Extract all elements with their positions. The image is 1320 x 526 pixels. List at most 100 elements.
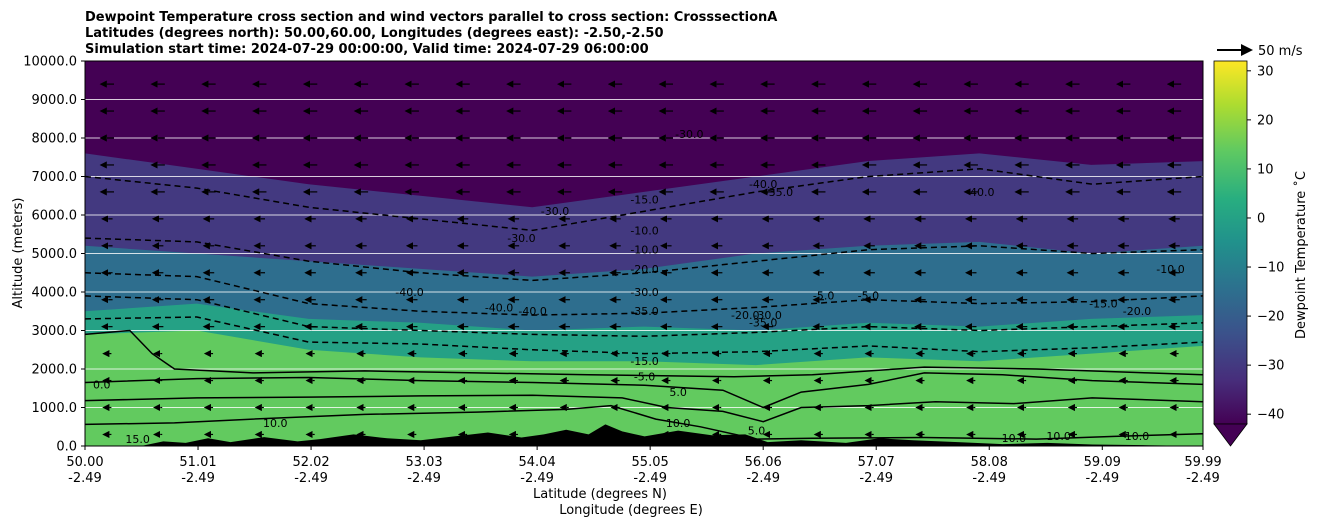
y-tick-label: 8000.0 (32, 132, 78, 147)
x-tick-label-longitude: -2.49 (407, 471, 441, 486)
x-tick-label-latitude: 54.04 (519, 455, 556, 470)
contour-label: 10.0 (666, 417, 691, 430)
contour-label: 5.0 (669, 386, 687, 399)
contour-label: -30.0 (753, 309, 781, 322)
contour-label: -35.0 (630, 305, 658, 318)
chart-title-line-2: Latitudes (degrees north): 50.00,60.00, … (85, 26, 664, 41)
x-tick-label-longitude: -2.49 (746, 471, 780, 486)
contour-label: -5.0 (634, 371, 655, 384)
contour-dashed (85, 237, 1203, 282)
y-tick-label: 0.0 (56, 440, 77, 455)
colorbar-label: Dewpoint Temperature ˚C (1293, 171, 1309, 339)
x-tick-label-latitude: 58.08 (971, 455, 1008, 470)
contour-dashed (85, 168, 1203, 232)
x-axis-label-longitude: Longitude (degrees E) (559, 503, 703, 518)
contour-label: 10.0 (1046, 430, 1071, 443)
contour-label: -15.0 (630, 193, 658, 206)
contour-label: 10.0 (1002, 432, 1027, 445)
contour-label: -30.0 (507, 232, 535, 245)
contour-label: -5.0 (813, 290, 834, 303)
x-tick-label-longitude: -2.49 (520, 471, 554, 486)
x-tick-label-latitude: 51.01 (179, 455, 216, 470)
contour-label: -5.0 (858, 290, 879, 303)
contour-label: -40.0 (485, 301, 513, 314)
contour-label: -20.0 (1123, 305, 1151, 318)
y-tick-label: 6000.0 (32, 209, 78, 224)
quiver-key: 50 m/s (1217, 44, 1303, 59)
colorbar-tick-label: 20 (1257, 113, 1274, 128)
colorbar-tick-label: 0 (1257, 211, 1265, 226)
colorbar-tick-label: −20 (1257, 310, 1284, 325)
y-tick-label: 1000.0 (32, 401, 78, 416)
colorbar-ticks: −40 −30 −20 −10 0 10 20 30 (1247, 64, 1284, 423)
y-tick-label: 7000.0 (32, 170, 78, 185)
colorbar-tick-label: −40 (1257, 408, 1284, 423)
contour-label: -40.0 (395, 286, 423, 299)
x-tick-label-latitude: 59.09 (1084, 455, 1121, 470)
contour-labels: 15.0 10.0 0.0 5.0 10.0 5.0 10.0 10.0 10.0 -5.0 -15… (93, 128, 1185, 446)
colorbar-extend-triangle (1213, 423, 1248, 447)
terrain-profile (85, 424, 1203, 446)
dewpoint-layer (85, 330, 1203, 446)
chart-title-line-1: Dewpoint Temperature cross section and w… (85, 10, 777, 25)
y-tick-label: 2000.0 (32, 363, 78, 378)
contour-label: -20.0 (630, 263, 658, 276)
colorbar-tick-label: −30 (1257, 359, 1284, 374)
contour-label: -40.0 (966, 186, 994, 199)
contour-solid (85, 404, 1203, 440)
x-tick-label-longitude: -2.49 (294, 471, 328, 486)
contour-label: -10.0 (630, 244, 658, 257)
contour-label: -10.0 (630, 224, 658, 237)
plot-area: 15.0 10.0 0.0 5.0 10.0 5.0 10.0 10.0 10.0 -5.0 -15… (85, 61, 1203, 446)
contour-label: -20.0 (731, 309, 759, 322)
contour-label: -15.0 (630, 355, 658, 368)
x-tick-label-latitude: 59.99 (1184, 455, 1221, 470)
contour-label: -35.0 (765, 186, 793, 199)
y-tick-label: 10000.0 (23, 55, 77, 70)
chart-title-line-3: Simulation start time: 2024-07-29 00:00:… (85, 42, 649, 57)
contour-solid (85, 394, 1203, 423)
contour-label: -40.0 (749, 178, 777, 191)
contour-label: -15.0 (1089, 297, 1117, 310)
contour-label: -10.0 (1156, 263, 1184, 276)
contour-label: -30.0 (541, 205, 569, 218)
colorbar-tick-label: 10 (1257, 162, 1274, 177)
x-tick-label-latitude: 52.02 (292, 455, 329, 470)
x-tick-label-latitude: 50.00 (66, 455, 103, 470)
contour-dashed (85, 295, 1203, 338)
x-axis-ticks: 50.00-2.4951.01-2.4952.02-2.4953.03-2.49… (66, 446, 1222, 486)
x-tick-label-longitude: -2.49 (181, 471, 215, 486)
y-tick-label: 9000.0 (32, 93, 78, 108)
contour-solid (85, 372, 1203, 409)
contour-label: 10.0 (263, 417, 288, 430)
contour-label: 5.0 (748, 424, 766, 437)
x-tick-label-longitude: -2.49 (1085, 471, 1119, 486)
colorbar-tick-label: −10 (1257, 261, 1284, 276)
y-axis-label: Altitude (meters) (11, 198, 26, 309)
contour-label: -35.0 (749, 317, 777, 330)
x-tick-label-longitude: -2.49 (633, 471, 667, 486)
contour-label: 15.0 (125, 433, 150, 446)
x-axis-label-latitude: Latitude (degrees N) (533, 487, 667, 502)
contour-label: -40.0 (518, 305, 546, 318)
colorbar-tick-label: 30 (1257, 64, 1274, 79)
quiver-key-label: 50 m/s (1258, 44, 1303, 59)
x-tick-label-longitude: -2.49 (972, 471, 1006, 486)
x-tick-label-latitude: 56.06 (745, 455, 782, 470)
y-tick-label: 4000.0 (32, 286, 78, 301)
x-tick-label-longitude: -2.49 (859, 471, 893, 486)
contour-dashed (85, 272, 1203, 316)
contour-label: -30.0 (675, 128, 703, 141)
x-tick-label-latitude: 57.07 (858, 455, 895, 470)
contour-label: 10.0 (1125, 430, 1150, 443)
x-tick-label-latitude: 55.05 (632, 455, 669, 470)
contour-label: 0.0 (93, 378, 111, 391)
y-tick-label: 5000.0 (32, 247, 78, 262)
contour-solid (85, 329, 1203, 378)
y-axis-ticks: 0.0 1000.0 2000.0 3000.0 4000.0 5000.0 6000.0 7… (23, 55, 85, 455)
x-tick-label-longitude: -2.49 (1186, 471, 1220, 486)
colorbar: −40 −30 −20 −10 0 10 20 30 Dewpoint Temperature… (1213, 60, 1309, 447)
x-tick-label-longitude: -2.49 (68, 471, 102, 486)
colorbar-body (1213, 60, 1248, 425)
y-tick-label: 3000.0 (32, 324, 78, 339)
